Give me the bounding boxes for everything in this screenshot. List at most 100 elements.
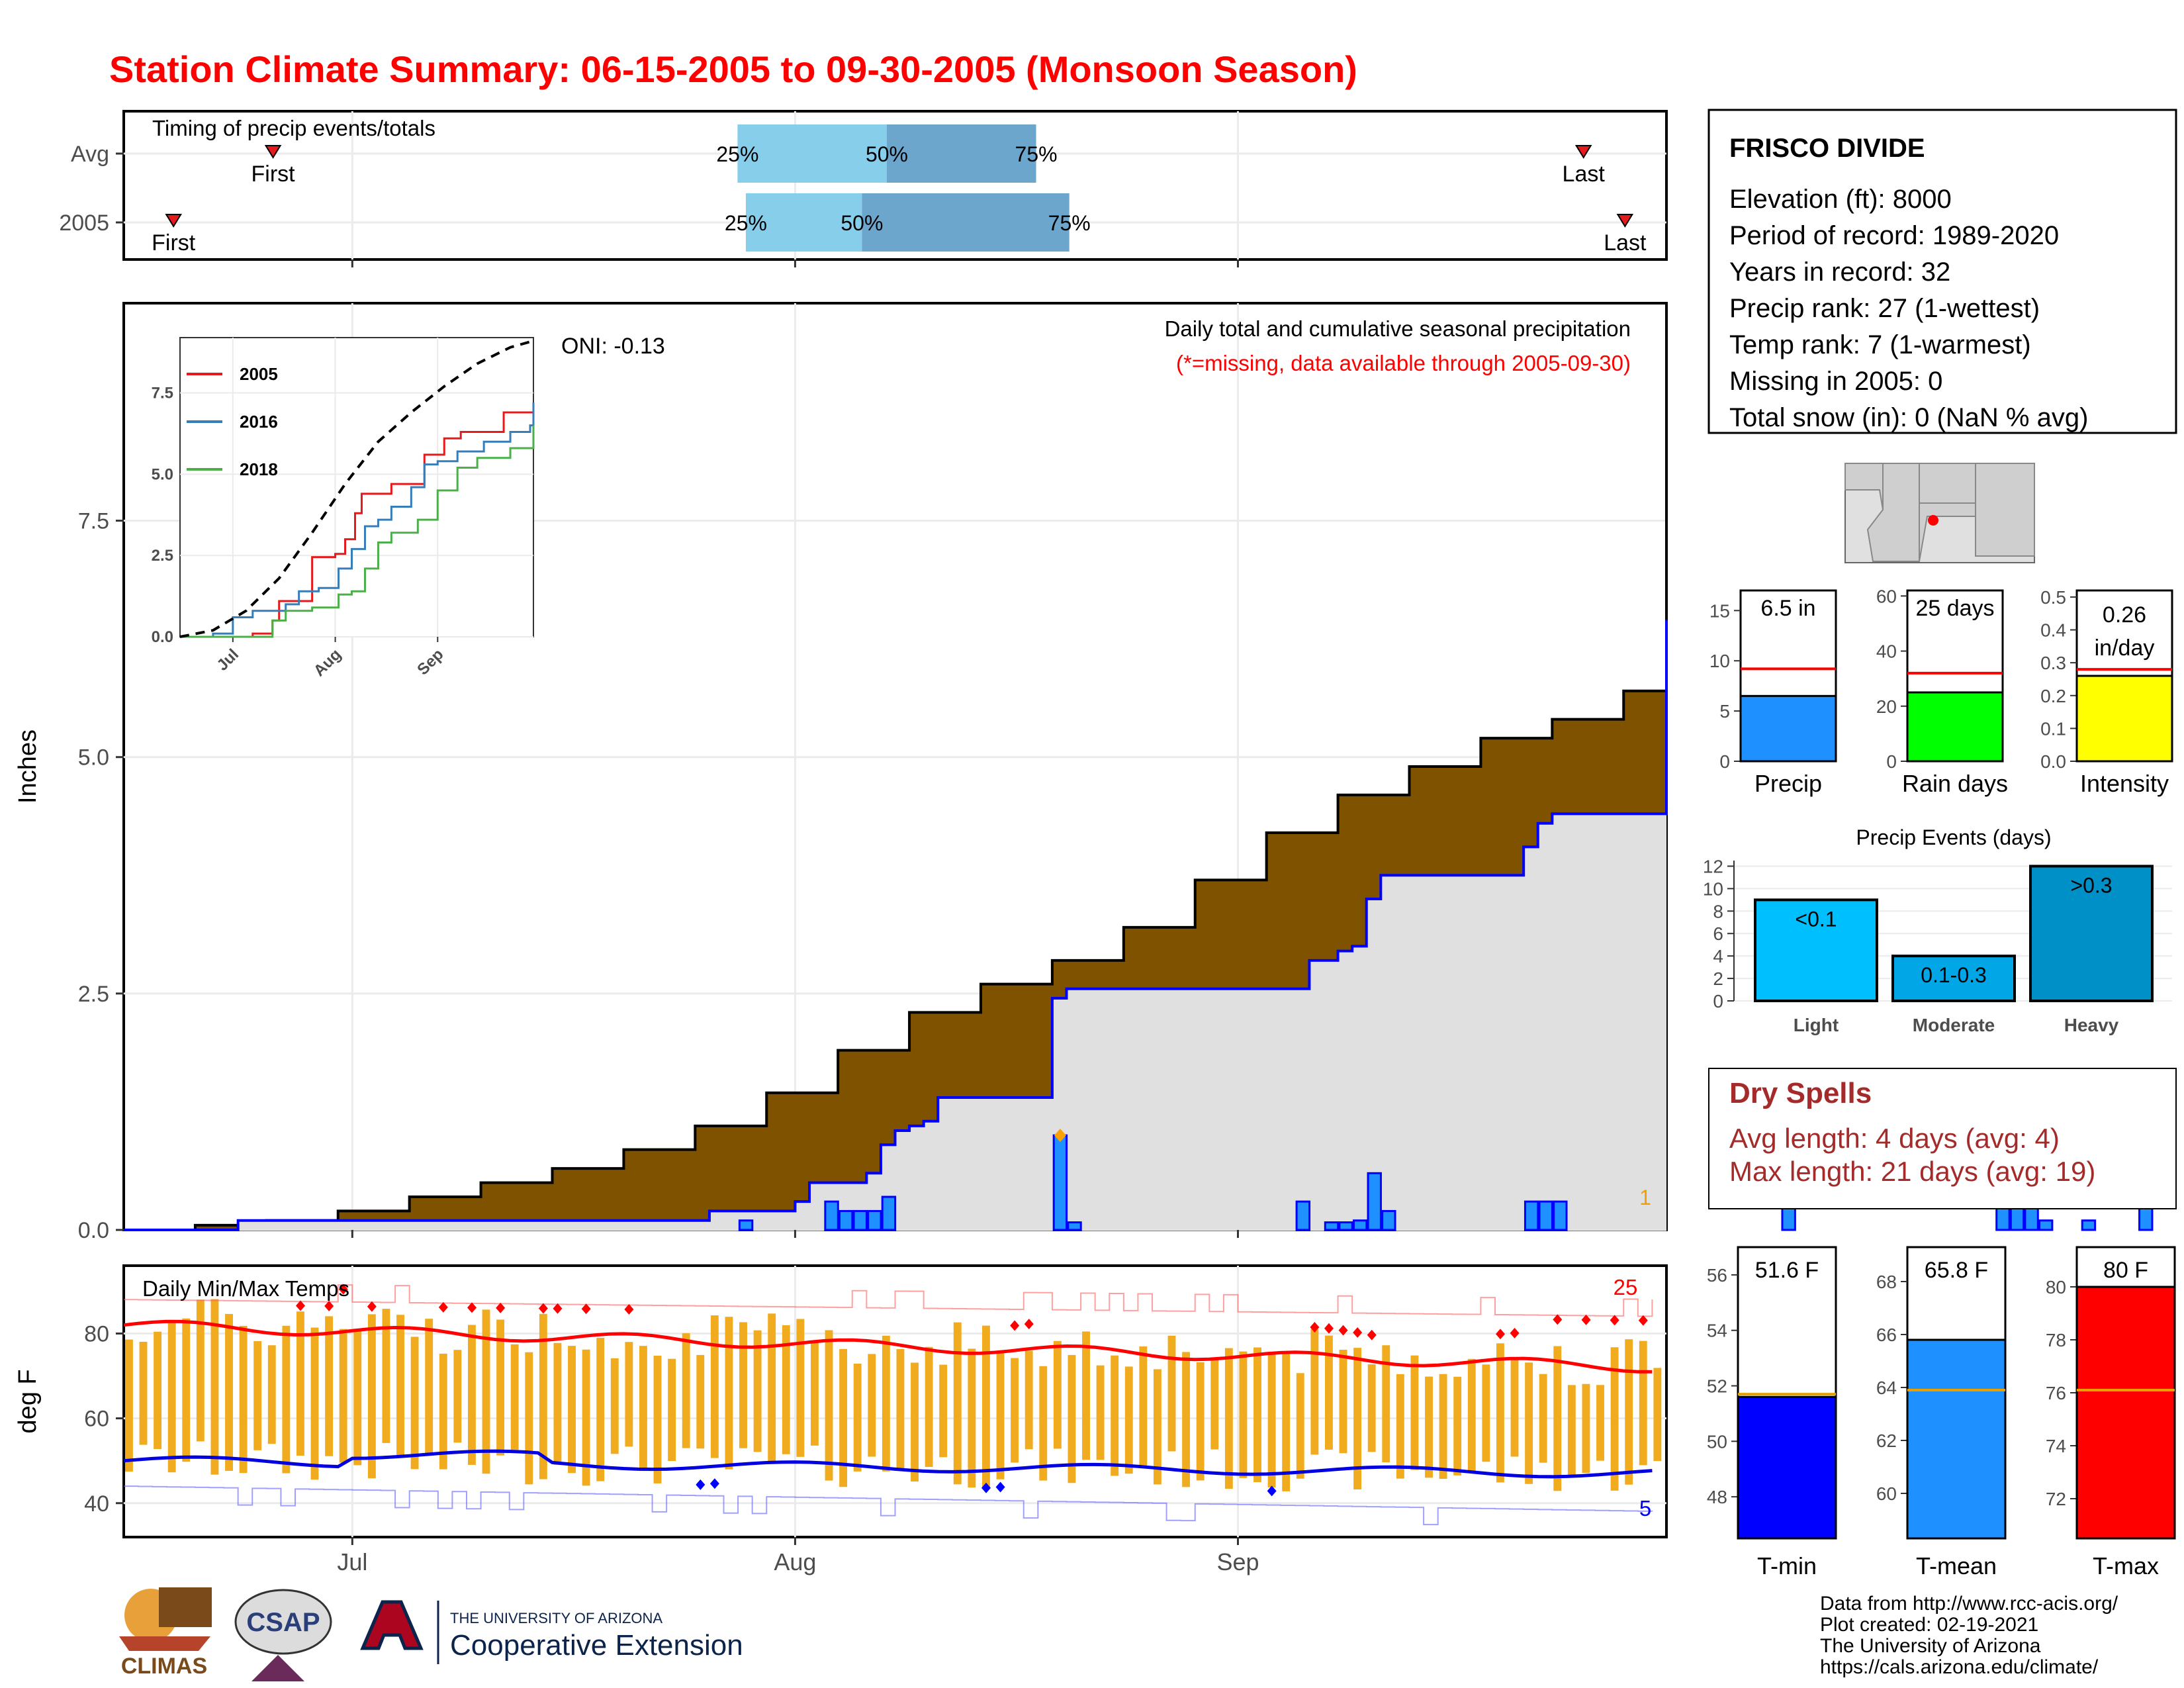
total-intensity-ytick-label: 0.1 bbox=[2040, 718, 2066, 739]
precip-caption: Daily total and cumulative seasonal prec… bbox=[1165, 316, 1631, 341]
record-high-marker bbox=[1496, 1329, 1505, 1340]
timing-first-label: First bbox=[251, 162, 296, 187]
daily-temp-bar bbox=[968, 1348, 976, 1488]
timing-p25-label: 25% bbox=[716, 142, 758, 166]
footer-credit-line: https://cals.arizona.edu/climate/ bbox=[1820, 1656, 2099, 1678]
daily-temp-bar bbox=[196, 1299, 205, 1442]
daily-temp-bar bbox=[453, 1350, 462, 1443]
daily-temp-bar bbox=[1082, 1331, 1090, 1460]
daily-temp-bar bbox=[1496, 1343, 1504, 1483]
record-high-marker bbox=[1310, 1321, 1320, 1333]
record-high-marker bbox=[1510, 1327, 1520, 1338]
rain-days-value: 25 days bbox=[1915, 596, 1994, 621]
daily-temp-bar bbox=[325, 1316, 334, 1456]
timing-bar-50-75 bbox=[886, 124, 1036, 183]
record-high-marker bbox=[1338, 1325, 1348, 1336]
daily-temp-bar bbox=[682, 1333, 690, 1448]
daily-temp-bar bbox=[911, 1362, 919, 1482]
daily-temp-bar bbox=[1124, 1366, 1133, 1474]
daily-temp-bar bbox=[282, 1325, 291, 1474]
temp-panel: 40 60 80 Jul Aug Sep deg F Daily Min/Max Temps 2… bbox=[14, 1264, 1668, 1575]
inset-legend-label: 2018 bbox=[240, 459, 278, 479]
inset-line-2016 bbox=[180, 402, 535, 638]
daily-temp-bar bbox=[725, 1317, 733, 1470]
temp-xtick-label: Aug bbox=[774, 1548, 816, 1575]
inset-ytick-label: 5.0 bbox=[152, 465, 173, 483]
temp-summary-t-min-ytick-label: 50 bbox=[1707, 1431, 1727, 1452]
daily-temp-bar bbox=[1139, 1346, 1148, 1468]
record-low-marker bbox=[1267, 1485, 1277, 1497]
total-rain-days-ytick-label: 0 bbox=[1886, 751, 1897, 772]
daily-temp-bar bbox=[1196, 1362, 1205, 1481]
daily-temp-bar bbox=[753, 1330, 762, 1452]
daily-temp-bar bbox=[853, 1363, 862, 1472]
station-info-line: Temp rank: 7 (1-warmest) bbox=[1729, 330, 2031, 359]
inset-legend-label: 2016 bbox=[240, 412, 278, 432]
precip-ylabel: Inches bbox=[14, 729, 42, 804]
temp-summary-t-mean-ytick-label: 66 bbox=[1876, 1325, 1897, 1345]
timing-bar-50-75 bbox=[862, 193, 1069, 252]
temp-summary-t-max-ytick-label: 78 bbox=[2046, 1330, 2066, 1350]
daily-temp-bar bbox=[1167, 1335, 1176, 1452]
timing-panel: Avg 25% 50% 75% First Last 2005 25% 50% 75% First L… bbox=[59, 110, 1668, 267]
daily-precip-bar bbox=[1295, 1200, 1311, 1231]
footer: Data from http://www.rcc-acis.org/Plot c… bbox=[119, 1587, 2118, 1681]
temp-summary-t-max-ytick-label: 80 bbox=[2046, 1277, 2066, 1297]
daily-temp-bar bbox=[1224, 1348, 1233, 1489]
station-location-marker bbox=[1928, 515, 1938, 526]
temp-panel-frame bbox=[122, 1264, 1668, 1538]
daily-precip-bar bbox=[2009, 1205, 2025, 1231]
temp-summary-t-max-bar bbox=[2075, 1286, 2176, 1540]
daily-temp-bar bbox=[1210, 1357, 1219, 1450]
daily-temp-bar bbox=[625, 1342, 633, 1447]
avg-min-line bbox=[123, 1449, 1653, 1479]
events-category-label: Light bbox=[1794, 1015, 1839, 1035]
dry-spells-title: Dry Spells bbox=[1729, 1077, 1872, 1109]
daily-temp-bar bbox=[1539, 1374, 1547, 1463]
daily-temp-bar bbox=[1553, 1346, 1562, 1491]
inset-ytick-label: 2.5 bbox=[152, 547, 173, 565]
climas-logo-block bbox=[159, 1587, 212, 1627]
daily-temp-bar bbox=[1024, 1350, 1033, 1450]
record-high-marker bbox=[553, 1303, 563, 1314]
daily-precip-bar bbox=[881, 1196, 897, 1231]
inset-ytick-label: 7.5 bbox=[152, 385, 173, 402]
inset-frame bbox=[179, 337, 534, 637]
daily-temp-bar bbox=[768, 1313, 776, 1464]
daily-precip-bar bbox=[852, 1209, 868, 1231]
events-ytick-label: 4 bbox=[1713, 946, 1723, 966]
station-info-line: Precip rank: 27 (1-wettest) bbox=[1729, 294, 2040, 323]
station-info-line: Missing in 2005: 0 bbox=[1729, 367, 1942, 396]
csap-logo-text: CSAP bbox=[246, 1608, 320, 1637]
daily-precip-bar bbox=[1553, 1200, 1568, 1231]
daily-temp-bar bbox=[425, 1319, 433, 1454]
record-low-marker bbox=[709, 1478, 719, 1489]
total-precip-bar bbox=[1739, 694, 1837, 763]
year-cumulative-line bbox=[124, 620, 1668, 1231]
events-bar bbox=[2029, 865, 2154, 1002]
daily-precip-bar bbox=[1524, 1200, 1539, 1231]
daily-temp-bar bbox=[1182, 1352, 1191, 1487]
record-high-marker bbox=[496, 1302, 506, 1313]
daily-temp-bar bbox=[568, 1346, 576, 1474]
daily-temp-bar bbox=[296, 1311, 304, 1456]
daily-temp-bar bbox=[596, 1338, 605, 1481]
precip-events-title: Precip Events (days) bbox=[1856, 825, 2051, 849]
daily-temp-bar bbox=[1353, 1348, 1362, 1489]
temp-ytick-label: 80 bbox=[84, 1322, 109, 1347]
daily-temp-bar bbox=[154, 1331, 162, 1450]
daily-precip-bar bbox=[2081, 1219, 2097, 1231]
timing-title: Timing of precip events/totals bbox=[152, 116, 435, 140]
daily-temp-bar bbox=[811, 1340, 819, 1446]
inset-line-2005 bbox=[180, 411, 533, 638]
year-cumulative-area bbox=[124, 620, 1666, 1230]
temp-summary-t-mean-bar bbox=[1906, 1338, 2007, 1540]
daily-temp-bar bbox=[525, 1352, 533, 1485]
daily-temp-bar bbox=[367, 1314, 376, 1479]
daily-temp-bar bbox=[210, 1299, 219, 1475]
daily-temp-bar bbox=[1154, 1369, 1161, 1485]
inset-ytick-label: 0.0 bbox=[152, 628, 173, 646]
record-high-marker bbox=[1581, 1314, 1591, 1325]
